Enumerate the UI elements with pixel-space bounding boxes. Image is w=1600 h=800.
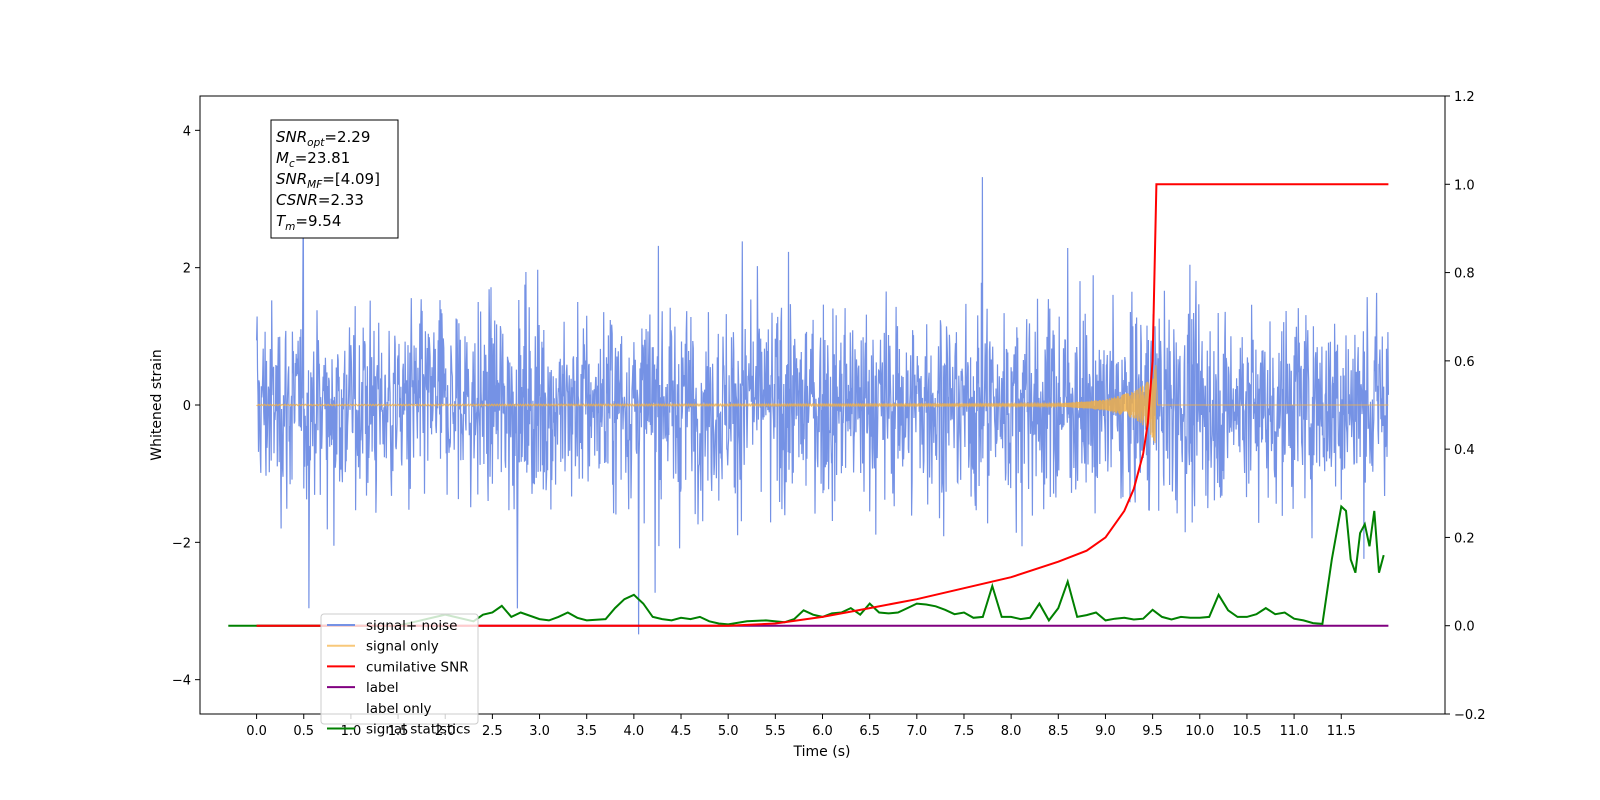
legend-label: label (366, 680, 399, 696)
x-tick-label: 9.0 (1095, 724, 1116, 739)
x-tick-label: 3.5 (576, 724, 597, 739)
y-tick-label: 0 (183, 399, 191, 414)
y-tick-label: −4 (172, 674, 191, 689)
x-tick-label: 5.0 (718, 724, 739, 739)
x-tick-label: 2.5 (482, 724, 503, 739)
y2-tick-label: 1.0 (1454, 178, 1475, 193)
x-tick-label: 7.5 (954, 724, 975, 739)
legend-label: label only (366, 701, 432, 717)
y2-tick-label: 1.2 (1454, 90, 1475, 105)
series-signal-statistics (228, 504, 1385, 627)
y2-tick-label: −0.2 (1454, 708, 1486, 723)
x-tick-label: 5.5 (765, 724, 786, 739)
info-line: Mc=23.81 (276, 149, 350, 170)
x-tick-label: 1.5 (388, 724, 409, 739)
x-tick-label: 7.0 (906, 724, 927, 739)
series-signal-noise (256, 177, 1389, 635)
x-axis-label: Time (s) (793, 744, 851, 760)
x-tick-label: 4.0 (624, 724, 645, 739)
y2-tick-label: 0.6 (1454, 355, 1475, 370)
x-tick-label: 11.5 (1327, 724, 1356, 739)
x-tick-label: 10.0 (1185, 724, 1214, 739)
y2-tick-label: 0.2 (1454, 531, 1475, 546)
x-tick-label: 8.5 (1048, 724, 1069, 739)
info-line: CSNR=2.33 (276, 191, 364, 209)
x-tick-label: 1.0 (341, 724, 362, 739)
x-tick-label: 4.5 (671, 724, 692, 739)
x-tick-label: 0.0 (246, 724, 267, 739)
series-cumulative-snr (256, 183, 1389, 627)
y-tick-label: 2 (183, 262, 191, 277)
y-tick-label: 4 (183, 124, 191, 139)
y-axis-label: Whitened strain (149, 349, 165, 460)
info-line: Tm=9.54 (276, 212, 341, 233)
info-box-frame (270, 119, 399, 239)
legend-label: cumilative SNR (366, 659, 469, 675)
x-tick-label: 3.0 (529, 724, 550, 739)
x-tick-label: 10.5 (1232, 724, 1261, 739)
series-signal-only (256, 365, 1389, 444)
legend: signal+ noise signal only cumilative SNR la… (320, 613, 479, 738)
y-tick-label: −2 (172, 536, 191, 551)
info-line: SNRMF=[4.09] (276, 170, 380, 191)
y2-tick-label: 0.8 (1454, 267, 1475, 282)
legend-label: signal+ noise (366, 618, 457, 634)
x-tick-label: 6.5 (859, 724, 880, 739)
x-tick-label: 8.0 (1001, 724, 1022, 739)
y2-tick-label: 0.0 (1454, 620, 1475, 635)
legend-frame (320, 613, 479, 725)
x-tick-label: 11.0 (1280, 724, 1309, 739)
x-tick-label: 9.5 (1142, 724, 1163, 739)
legend-label: signal statistics (366, 722, 470, 738)
x-tick-label: 0.5 (293, 724, 314, 739)
legend-label: signal only (366, 639, 439, 655)
x-tick-label: 2.0 (435, 724, 456, 739)
y2-tick-label: 0.4 (1454, 443, 1475, 458)
x-tick-label: 6.0 (812, 724, 833, 739)
info-box: SNRopt=2.29Mc=23.81SNRMF=[4.09]CSNR=2.33… (270, 119, 399, 239)
info-line: SNRopt=2.29 (276, 128, 370, 149)
